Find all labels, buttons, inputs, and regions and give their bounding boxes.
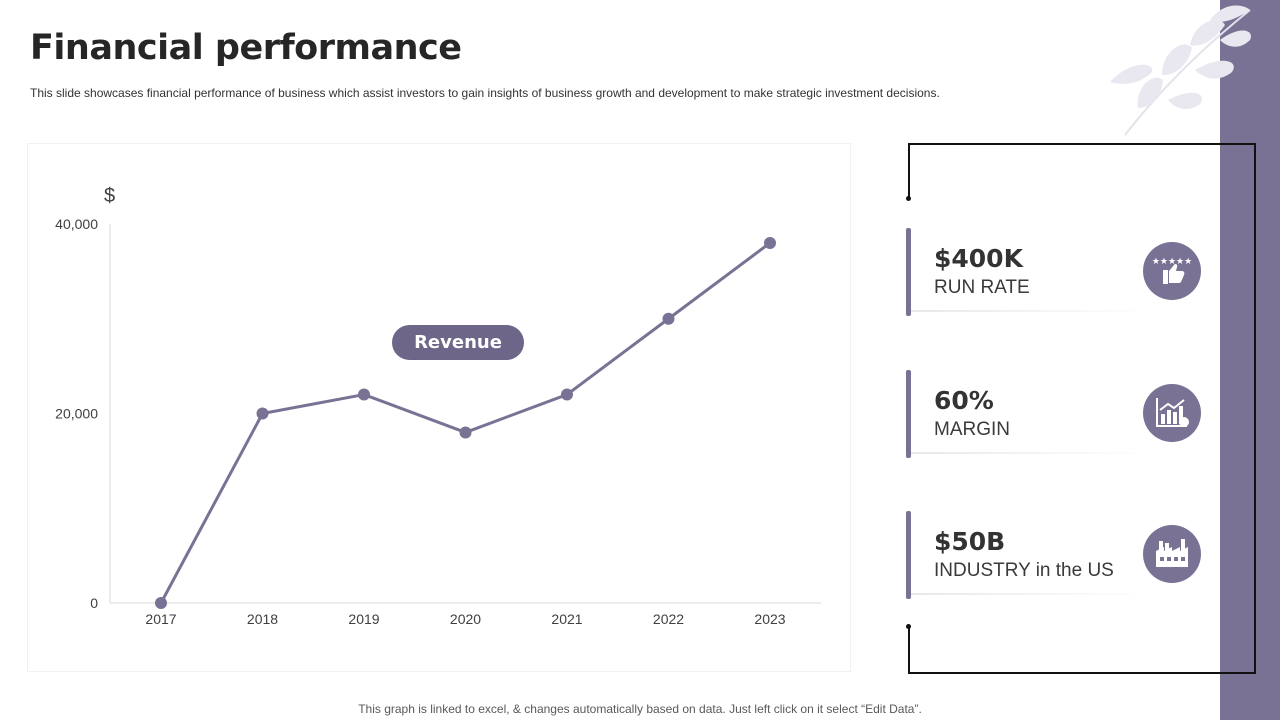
x-tick-label: 2021 bbox=[551, 611, 582, 627]
factory-icon bbox=[1143, 525, 1201, 583]
kpi-label: RUN RATE bbox=[934, 277, 1030, 298]
y-tick-label: 0 bbox=[90, 595, 98, 611]
kpi-label: MARGIN bbox=[934, 419, 1010, 440]
footer-note: This graph is linked to excel, & changes… bbox=[358, 702, 922, 716]
kpi-underline bbox=[911, 452, 1151, 454]
data-point-2022[interactable] bbox=[662, 312, 675, 325]
svg-text:★★★★★: ★★★★★ bbox=[1152, 257, 1192, 267]
data-point-2018[interactable] bbox=[256, 407, 269, 420]
kpi-value: $400K bbox=[934, 244, 1023, 273]
data-point-2017[interactable] bbox=[155, 597, 167, 609]
y-unit-label: $ bbox=[104, 185, 115, 207]
thumbs-up-stars-icon: ★★★★★ bbox=[1143, 242, 1201, 300]
chart-panel[interactable]: $ 0 20,000 40,000 2017 2018 2019 2020 2021 2022… bbox=[27, 143, 851, 672]
data-point-2020[interactable] bbox=[459, 426, 472, 439]
x-tick-label: 2022 bbox=[653, 611, 684, 627]
growth-chart-icon bbox=[1143, 384, 1201, 442]
kpi-value: 60% bbox=[934, 386, 994, 415]
y-tick-label: 40,000 bbox=[55, 216, 98, 232]
frame-dot-top bbox=[906, 196, 911, 201]
kpi-label: INDUSTRY in the US bbox=[934, 560, 1114, 581]
kpi-underline bbox=[911, 593, 1151, 595]
kpi-accent-bar bbox=[906, 228, 911, 316]
kpi-card-run-rate: $400K RUN RATE ★★★★★ bbox=[906, 228, 1206, 316]
leaf-decoration-icon bbox=[1110, 5, 1251, 136]
kpi-card-industry: $50B INDUSTRY in the US bbox=[906, 511, 1206, 599]
page-subtitle: This slide showcases financial performan… bbox=[30, 86, 940, 100]
x-tick-label: 2020 bbox=[450, 611, 481, 627]
frame-dot-bottom bbox=[906, 624, 911, 629]
kpi-card-margin: 60% MARGIN bbox=[906, 370, 1206, 458]
kpi-accent-bar bbox=[906, 511, 911, 599]
legend-revenue: Revenue bbox=[392, 325, 524, 360]
revenue-line-chart[interactable]: $ 0 20,000 40,000 2017 2018 2019 2020 2021 2022… bbox=[28, 144, 850, 671]
kpi-accent-bar bbox=[906, 370, 911, 458]
data-point-2023[interactable] bbox=[764, 236, 776, 249]
x-tick-label: 2019 bbox=[348, 611, 379, 627]
page-title: Financial performance bbox=[30, 28, 462, 68]
kpi-underline bbox=[911, 310, 1151, 312]
data-point-2019[interactable] bbox=[358, 388, 370, 401]
kpi-value: $50B bbox=[934, 527, 1006, 556]
x-tick-label: 2023 bbox=[754, 611, 785, 627]
data-point-2021[interactable] bbox=[561, 388, 573, 401]
x-tick-label: 2017 bbox=[145, 611, 176, 627]
y-tick-label: 20,000 bbox=[55, 406, 98, 422]
right-accent-band bbox=[1220, 0, 1280, 720]
x-tick-label: 2018 bbox=[247, 611, 278, 627]
series-line-revenue[interactable] bbox=[159, 241, 771, 604]
